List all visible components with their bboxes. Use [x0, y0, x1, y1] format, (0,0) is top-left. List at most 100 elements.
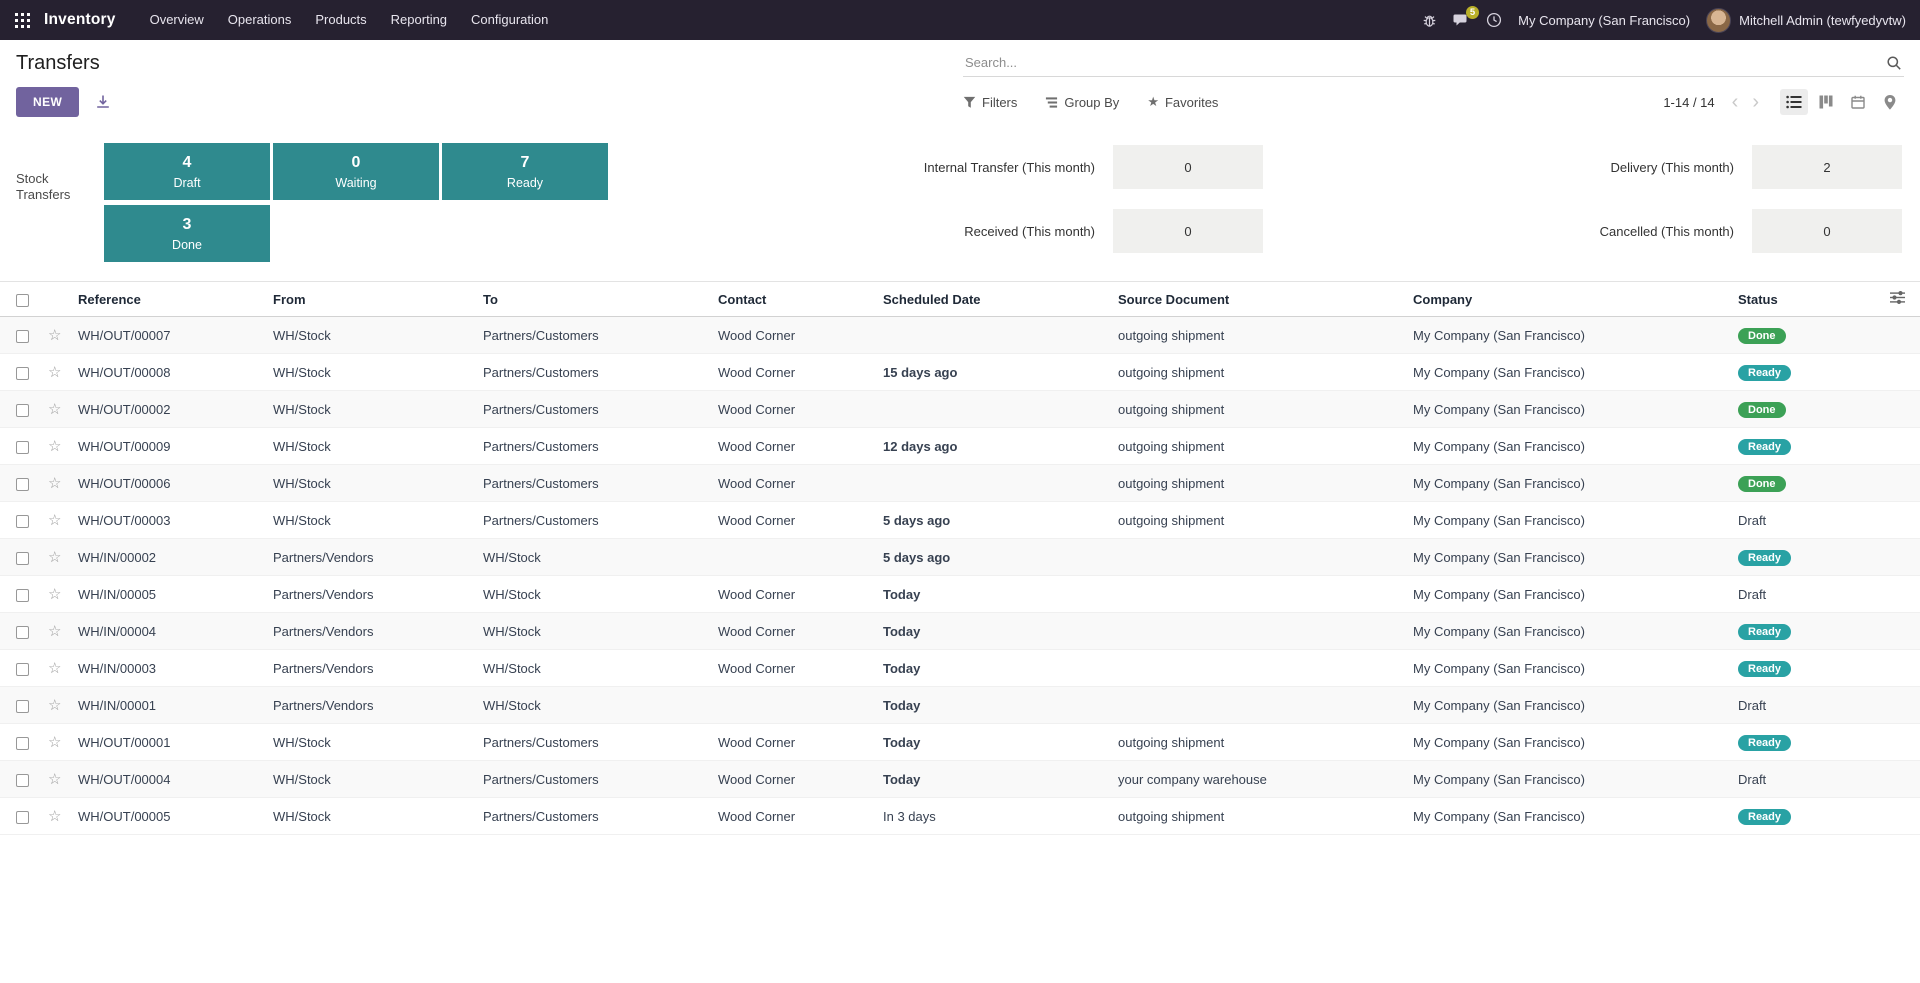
table-row[interactable]: ☆ WH/IN/00004 Partners/Vendors WH/Stock … [0, 612, 1920, 650]
table-row[interactable]: ☆ WH/OUT/00002 WH/Stock Partners/Custome… [0, 390, 1920, 428]
row-checkbox[interactable] [16, 736, 29, 750]
table-row[interactable]: ☆ WH/OUT/00007 WH/Stock Partners/Custome… [0, 316, 1920, 354]
nav-menu-reporting[interactable]: Reporting [390, 12, 448, 27]
dashboard-box-done[interactable]: 3 Done [104, 205, 270, 262]
status-badge: Ready [1738, 623, 1792, 640]
favorite-star-icon[interactable]: ☆ [48, 512, 62, 529]
row-checkbox[interactable] [16, 366, 29, 380]
cell-scheduled-date: Today [875, 649, 1110, 687]
nav-menu-overview[interactable]: Overview [149, 12, 204, 27]
cell-scheduled-date: In 3 days [875, 797, 1110, 835]
cell-contact: Wood Corner [710, 390, 875, 428]
activities-clock-icon[interactable] [1486, 12, 1502, 28]
cell-reference: WH/IN/00001 [70, 686, 265, 724]
favorite-star-icon[interactable]: ☆ [48, 401, 62, 418]
nav-menu-operations[interactable]: Operations [227, 12, 292, 27]
nav-menus: Overview Operations Products Reporting Confi… [138, 0, 561, 40]
favorites-button[interactable]: ★ Favorites [1147, 94, 1218, 110]
nav-menu-configuration[interactable]: Configuration [471, 12, 549, 27]
favorite-star-icon[interactable]: ☆ [48, 586, 62, 603]
search-icon[interactable] [1884, 55, 1904, 71]
row-checkbox[interactable] [16, 329, 29, 343]
row-checkbox[interactable] [16, 551, 29, 565]
column-header-contact[interactable]: Contact [710, 281, 875, 317]
messages-icon[interactable]: 5 [1453, 6, 1480, 28]
table-row[interactable]: ☆ WH/OUT/00008 WH/Stock Partners/Custome… [0, 353, 1920, 391]
table-row[interactable]: ☆ WH/IN/00002 Partners/Vendors WH/Stock … [0, 538, 1920, 576]
column-header-source-document[interactable]: Source Document [1110, 281, 1405, 317]
row-checkbox[interactable] [16, 773, 29, 787]
table-row[interactable]: ☆ WH/OUT/00004 WH/Stock Partners/Custome… [0, 760, 1920, 798]
app-name[interactable]: Inventory [44, 11, 116, 28]
filters-button[interactable]: Filters [963, 95, 1017, 110]
column-header-reference[interactable]: Reference [70, 281, 265, 317]
favorite-star-icon[interactable]: ☆ [48, 808, 62, 825]
row-checkbox[interactable] [16, 514, 29, 528]
export-download-icon[interactable] [89, 93, 117, 111]
row-checkbox[interactable] [16, 625, 29, 639]
user-avatar[interactable] [1706, 7, 1732, 33]
row-checkbox[interactable] [16, 403, 29, 417]
group-by-icon [1046, 96, 1058, 108]
user-menu[interactable]: Mitchell Admin (tewfyedyvtw) [1739, 12, 1906, 28]
stat-value[interactable]: 2 [1752, 145, 1902, 189]
column-header-from[interactable]: From [265, 281, 475, 317]
company-switcher[interactable]: My Company (San Francisco) [1518, 12, 1691, 28]
table-row[interactable]: ☆ WH/OUT/00001 WH/Stock Partners/Custome… [0, 723, 1920, 761]
column-header-company[interactable]: Company [1405, 281, 1730, 317]
cell-company: My Company (San Francisco) [1405, 649, 1730, 687]
table-row[interactable]: ☆ WH/IN/00005 Partners/Vendors WH/Stock … [0, 575, 1920, 613]
dashboard-box-ready[interactable]: 7 Ready [442, 143, 608, 200]
cell-to: Partners/Customers [475, 390, 710, 428]
row-checkbox[interactable] [16, 588, 29, 602]
dashboard-box-waiting[interactable]: 0 Waiting [273, 143, 439, 200]
nav-menu-products[interactable]: Products [315, 12, 367, 27]
column-header-scheduled-date[interactable]: Scheduled Date [875, 281, 1110, 317]
pager-previous-icon[interactable]: ‹ [1725, 92, 1746, 112]
favorite-star-icon[interactable]: ☆ [48, 364, 62, 381]
list-view-icon[interactable] [1780, 89, 1808, 115]
map-view-icon[interactable] [1876, 89, 1904, 115]
cell-contact: Wood Corner [710, 612, 875, 650]
favorite-star-icon[interactable]: ☆ [48, 697, 62, 714]
table-row[interactable]: ☆ WH/IN/00001 Partners/Vendors WH/Stock … [0, 686, 1920, 724]
table-row[interactable]: ☆ WH/OUT/00003 WH/Stock Partners/Custome… [0, 501, 1920, 539]
column-header-status[interactable]: Status [1730, 281, 1875, 317]
column-header-to[interactable]: To [475, 281, 710, 317]
calendar-view-icon[interactable] [1844, 89, 1872, 115]
cell-from: WH/Stock [265, 353, 475, 391]
table-row[interactable]: ☆ WH/IN/00003 Partners/Vendors WH/Stock … [0, 649, 1920, 687]
kanban-view-icon[interactable] [1812, 89, 1840, 115]
favorite-star-icon[interactable]: ☆ [48, 734, 62, 751]
row-checkbox[interactable] [16, 440, 29, 454]
row-checkbox[interactable] [16, 810, 29, 824]
group-by-button[interactable]: Group By [1045, 95, 1119, 110]
favorite-star-icon[interactable]: ☆ [48, 475, 62, 492]
table-row[interactable]: ☆ WH/OUT/00006 WH/Stock Partners/Custome… [0, 464, 1920, 502]
cell-source-document: outgoing shipment [1110, 797, 1405, 835]
favorite-star-icon[interactable]: ☆ [48, 327, 62, 344]
new-button[interactable]: NEW [16, 87, 80, 117]
favorite-star-icon[interactable]: ☆ [48, 438, 62, 455]
apps-grid-icon[interactable] [0, 0, 44, 40]
bug-icon[interactable] [1422, 13, 1437, 28]
favorite-star-icon[interactable]: ☆ [48, 660, 62, 677]
column-options-icon[interactable] [1890, 291, 1905, 307]
row-checkbox[interactable] [16, 699, 29, 713]
star-column-header [40, 281, 70, 317]
row-checkbox[interactable] [16, 662, 29, 676]
table-row[interactable]: ☆ WH/OUT/00009 WH/Stock Partners/Custome… [0, 427, 1920, 465]
favorite-star-icon[interactable]: ☆ [48, 623, 62, 640]
select-all-checkbox[interactable] [16, 293, 29, 307]
cell-reference: WH/OUT/00003 [70, 501, 265, 539]
pager-next-icon[interactable]: › [1745, 92, 1766, 112]
favorite-star-icon[interactable]: ☆ [48, 549, 62, 566]
row-checkbox[interactable] [16, 477, 29, 491]
favorite-star-icon[interactable]: ☆ [48, 771, 62, 788]
stat-value[interactable]: 0 [1113, 145, 1263, 189]
stat-value[interactable]: 0 [1752, 209, 1902, 253]
stat-value[interactable]: 0 [1113, 209, 1263, 253]
search-input[interactable] [963, 54, 1884, 71]
dashboard-box-draft[interactable]: 4 Draft [104, 143, 270, 200]
table-row[interactable]: ☆ WH/OUT/00005 WH/Stock Partners/Custome… [0, 797, 1920, 835]
